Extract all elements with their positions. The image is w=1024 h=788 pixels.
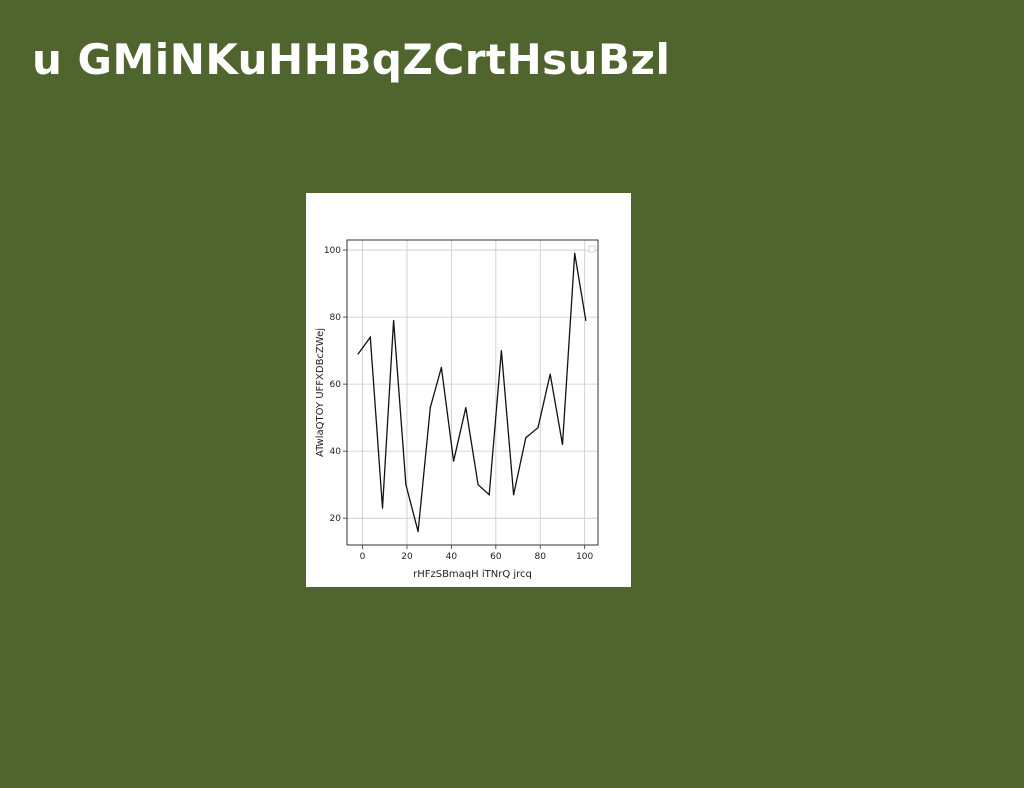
data-point — [561, 443, 564, 446]
data-point — [488, 494, 490, 496]
data-point — [357, 353, 359, 355]
data-point — [585, 319, 587, 322]
legend-box — [588, 245, 596, 253]
data-point — [429, 406, 431, 409]
data-point — [537, 427, 539, 429]
data-point — [417, 530, 419, 533]
x-tick-label: 80 — [535, 552, 547, 562]
x-tick-label: 40 — [446, 552, 458, 562]
x-tick-label: 60 — [490, 552, 502, 562]
y-tick-label: 60 — [330, 380, 342, 390]
data-points — [357, 252, 587, 533]
data-point — [549, 373, 551, 375]
y-tick-label: 40 — [330, 447, 342, 457]
data-point — [574, 252, 576, 255]
data-point — [381, 507, 384, 509]
chart-card: 0 20 40 60 80 100 20 40 60 80 100 rHFzSBmaqH iTNrQ… — [306, 193, 631, 587]
data-point — [440, 366, 443, 368]
y-tick-label: 80 — [330, 313, 342, 323]
data-point — [512, 494, 515, 496]
data-point — [525, 437, 527, 439]
data-point — [453, 460, 455, 462]
grid-lines — [347, 240, 598, 545]
x-tick-label: 0 — [360, 552, 366, 562]
x-tick-label: 20 — [401, 552, 413, 562]
axis-ticks: 0 20 40 60 80 100 20 40 60 80 100 — [324, 246, 594, 562]
y-axis-title: ATwlaQTOY UFFXDBcZWej — [315, 328, 326, 457]
line-chart: 0 20 40 60 80 100 20 40 60 80 100 rHFzSBmaqH iTNrQ… — [315, 239, 599, 580]
data-point — [393, 319, 395, 322]
data-point — [465, 406, 467, 409]
data-point — [477, 484, 479, 486]
y-tick-label: 20 — [330, 514, 342, 524]
slide-title: u GMiNKuHHBqZCrtHsuBzl — [32, 35, 671, 84]
data-point — [405, 484, 407, 486]
x-tick-label: 100 — [576, 552, 593, 562]
series-line — [357, 253, 587, 532]
x-axis-title: rHFzSBmaqH iTNrQ jrcq — [413, 569, 532, 580]
y-tick-label: 100 — [324, 246, 341, 256]
plot-area — [346, 239, 599, 546]
data-point — [500, 350, 502, 352]
data-point — [369, 336, 371, 338]
